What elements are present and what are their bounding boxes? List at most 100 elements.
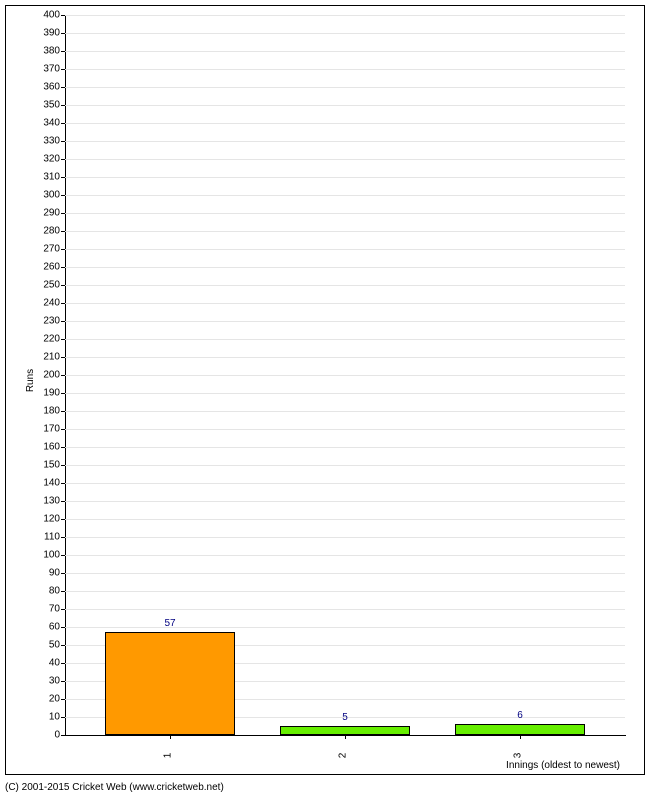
xtick-label: 3 [512, 753, 523, 759]
ytick-mark [61, 411, 65, 412]
ytick-label: 300 [30, 190, 60, 201]
ytick-mark [61, 123, 65, 124]
gridline [65, 177, 625, 178]
ytick-label: 90 [30, 568, 60, 579]
y-axis-label: Runs [25, 369, 36, 392]
ytick-label: 210 [30, 352, 60, 363]
ytick-label: 130 [30, 496, 60, 507]
gridline [65, 33, 625, 34]
gridline [65, 537, 625, 538]
xtick-mark [345, 735, 346, 739]
bar [105, 632, 235, 735]
gridline [65, 447, 625, 448]
gridline [65, 267, 625, 268]
gridline [65, 195, 625, 196]
ytick-mark [61, 519, 65, 520]
ytick-label: 180 [30, 406, 60, 417]
gridline [65, 429, 625, 430]
ytick-mark [61, 69, 65, 70]
ytick-label: 150 [30, 460, 60, 471]
gridline [65, 213, 625, 214]
gridline [65, 519, 625, 520]
ytick-mark [61, 141, 65, 142]
ytick-mark [61, 285, 65, 286]
ytick-mark [61, 303, 65, 304]
ytick-label: 390 [30, 28, 60, 39]
gridline [65, 105, 625, 106]
ytick-mark [61, 231, 65, 232]
ytick-label: 330 [30, 136, 60, 147]
ytick-mark [61, 627, 65, 628]
gridline [65, 51, 625, 52]
gridline [65, 141, 625, 142]
ytick-label: 320 [30, 154, 60, 165]
ytick-mark [61, 105, 65, 106]
ytick-mark [61, 717, 65, 718]
ytick-label: 370 [30, 64, 60, 75]
xtick-label: 2 [337, 753, 348, 759]
ytick-mark [61, 249, 65, 250]
ytick-label: 400 [30, 10, 60, 21]
ytick-label: 110 [30, 532, 60, 543]
gridline [65, 555, 625, 556]
ytick-label: 100 [30, 550, 60, 561]
ytick-label: 80 [30, 586, 60, 597]
ytick-label: 260 [30, 262, 60, 273]
ytick-mark [61, 591, 65, 592]
gridline [65, 303, 625, 304]
xtick-label: 1 [162, 753, 173, 759]
gridline [65, 339, 625, 340]
ytick-label: 350 [30, 100, 60, 111]
ytick-label: 170 [30, 424, 60, 435]
xtick-mark [520, 735, 521, 739]
ytick-mark [61, 537, 65, 538]
gridline [65, 465, 625, 466]
chart-container: 0102030405060708090100110120130140150160… [0, 0, 650, 800]
ytick-label: 280 [30, 226, 60, 237]
ytick-label: 60 [30, 622, 60, 633]
ytick-mark [61, 51, 65, 52]
gridline [65, 285, 625, 286]
gridline [65, 627, 625, 628]
ytick-mark [61, 483, 65, 484]
ytick-mark [61, 501, 65, 502]
ytick-mark [61, 195, 65, 196]
ytick-label: 30 [30, 676, 60, 687]
gridline [65, 159, 625, 160]
ytick-mark [61, 735, 65, 736]
gridline [65, 249, 625, 250]
gridline [65, 573, 625, 574]
ytick-label: 290 [30, 208, 60, 219]
ytick-label: 310 [30, 172, 60, 183]
ytick-mark [61, 681, 65, 682]
ytick-mark [61, 177, 65, 178]
gridline [65, 483, 625, 484]
ytick-label: 0 [30, 730, 60, 741]
ytick-mark [61, 33, 65, 34]
bar-value-label: 57 [164, 618, 175, 629]
xtick-mark [170, 735, 171, 739]
ytick-mark [61, 375, 65, 376]
bar [455, 724, 585, 735]
bar [280, 726, 410, 735]
ytick-label: 160 [30, 442, 60, 453]
ytick-label: 250 [30, 280, 60, 291]
ytick-mark [61, 555, 65, 556]
ytick-mark [61, 645, 65, 646]
ytick-label: 270 [30, 244, 60, 255]
bar-value-label: 6 [517, 710, 523, 721]
ytick-mark [61, 429, 65, 430]
ytick-mark [61, 213, 65, 214]
ytick-mark [61, 465, 65, 466]
ytick-mark [61, 357, 65, 358]
ytick-label: 70 [30, 604, 60, 615]
ytick-mark [61, 87, 65, 88]
gridline [65, 69, 625, 70]
gridline [65, 411, 625, 412]
ytick-label: 140 [30, 478, 60, 489]
ytick-label: 340 [30, 118, 60, 129]
ytick-mark [61, 663, 65, 664]
gridline [65, 15, 625, 16]
ytick-label: 380 [30, 46, 60, 57]
copyright-text: (C) 2001-2015 Cricket Web (www.cricketwe… [5, 782, 224, 793]
